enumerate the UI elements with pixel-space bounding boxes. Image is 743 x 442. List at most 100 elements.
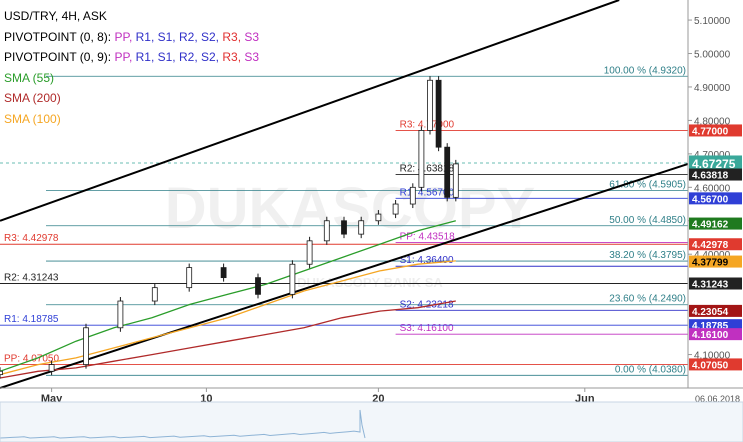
pivot-label: R1: 4.56700 (400, 187, 455, 198)
legend-title: USD/TRY, 4H, ASK (4, 9, 107, 23)
legend-pivot-8: PIVOTPOINT (0, 8): PP, R1, S1, R2, S2, R… (4, 27, 259, 48)
candle-body (358, 220, 365, 235)
candle-body (418, 130, 425, 188)
price-badge (689, 328, 742, 341)
fib-label: 38.20 % (4.3795) (609, 250, 686, 261)
y-tick-label: 5.10000 (694, 16, 731, 27)
candle-body (117, 300, 124, 329)
legend-pivot-part: R1, (132, 29, 155, 44)
legend-pivot-part: S1, (154, 50, 176, 64)
legend-pivot-8-name: PIVOTPOINT (0, 8): (4, 29, 112, 44)
price-badge-label: 4.16100 (692, 330, 729, 341)
y-tick-label: 4.90000 (694, 83, 731, 94)
sma-line (0, 260, 456, 376)
pivot-label: R2: 4.63818 (400, 164, 455, 175)
legend-pivot-9: PIVOTPOINT (0, 9): PP, R1, S1, R2, S2, R… (4, 47, 259, 68)
legend-sma-55: SMA (55) (4, 70, 55, 85)
price-badge-label: 4.49162 (692, 220, 729, 231)
price-badge-label: 4.23054 (692, 307, 729, 318)
legend-pivot-part: R1, (132, 50, 155, 64)
trend-line (0, 0, 620, 222)
fib-label: 23.60 % (4.2490) (609, 294, 686, 305)
candle-body (375, 213, 382, 222)
legend-pivot-9-name: PIVOTPOINT (0, 9): (4, 50, 112, 64)
price-badge-label: 4.63818 (692, 171, 729, 182)
fib-label: 61.80 % (4.5905) (609, 179, 686, 190)
y-tick-label: 5.00000 (694, 50, 731, 61)
price-badge (689, 155, 742, 171)
legend-pivot-part: R3, (219, 50, 242, 64)
price-badge (689, 217, 742, 230)
candle-body (341, 220, 347, 235)
legend-pivot-part: S2, (197, 29, 220, 44)
y-tick-label: 4.70000 (694, 150, 731, 161)
pivot-label: R1: 4.18785 (4, 314, 59, 325)
candle-body (435, 79, 442, 148)
sma-line (0, 300, 456, 379)
legend-pivot-part: R3, (219, 29, 242, 44)
navigator-frame (0, 401, 743, 442)
price-badge (689, 124, 742, 137)
fib-label: 100.00 % (4.9320) (604, 65, 686, 76)
legend-pivot-part: PP, (114, 50, 133, 64)
price-badge-label: 4.18785 (692, 321, 729, 332)
price-badge-label: 4.42978 (692, 240, 729, 251)
candle-body (0, 370, 3, 376)
candle-body (151, 287, 158, 302)
y-tick-label: 4.10000 (694, 351, 731, 362)
candle-body (392, 203, 399, 215)
sma-line (0, 220, 456, 372)
candle-body (83, 327, 89, 365)
legend-pivot-part: S2, (197, 50, 220, 64)
candle-body (48, 364, 55, 372)
legend-pivot-part: S3 (241, 50, 260, 64)
pivot-label: S1: 4.36400 (400, 255, 454, 266)
watermark-subtext: DUKASCOPY BANK SA (297, 275, 443, 290)
price-badge (689, 304, 742, 317)
candle-body (186, 267, 193, 289)
price-badge (689, 277, 742, 290)
pivot-label: R3: 4.77000 (400, 119, 455, 130)
pivot-label: PP: 4.43518 (400, 231, 455, 242)
pivot-label: R3: 4.42978 (4, 233, 59, 244)
legend-pivot-part: R2, (175, 50, 198, 64)
legend-sma-200: SMA (200) (4, 91, 61, 105)
price-badge-label: 4.56700 (692, 194, 729, 205)
y-tick-label: 4.80000 (694, 116, 731, 127)
y-tick-label: 4.60000 (694, 183, 731, 194)
price-badge-label: 4.67275 (692, 157, 736, 171)
candle-body (220, 267, 227, 279)
candle-body (306, 240, 313, 265)
pivot-label: PP: 4.07050 (4, 353, 59, 364)
legend: USD/TRY, 4H, ASK PIVOTPOINT (0, 8): PP, … (4, 6, 259, 129)
navigator-bg (0, 402, 743, 442)
candle-body (427, 79, 433, 131)
price-badge-label: 4.77000 (692, 126, 729, 137)
candle-body (255, 277, 261, 295)
price-badge (689, 358, 742, 371)
legend-pivot-part: S1, (154, 29, 176, 44)
legend-pivot-part: R2, (175, 29, 198, 44)
candle-body (323, 220, 330, 242)
x-corner-date: 06.06.2018 (695, 394, 740, 404)
watermark: DUKASCOPY (165, 176, 536, 241)
legend-pivot-part: S3 (241, 29, 260, 44)
candle-body (409, 186, 416, 205)
fib-label: 50.00 % (4.4850) (609, 215, 686, 226)
pivot-label: R2: 4.31243 (4, 272, 59, 283)
candle-body (444, 146, 451, 198)
pivot-label: S3: 4.16100 (400, 323, 454, 334)
legend-pivot-part: PP, (114, 29, 133, 44)
fib-label: 0.00 % (4.0380) (615, 364, 686, 375)
price-badge-label: 4.31243 (692, 279, 729, 290)
price-badge-label: 4.37799 (692, 258, 729, 269)
trend-line (0, 162, 689, 389)
candle-body (289, 263, 296, 295)
price-badge (689, 255, 742, 268)
navigator-line (0, 409, 366, 439)
price-badge-label: 4.07050 (692, 360, 729, 371)
price-badge (689, 168, 742, 181)
price-badge (689, 192, 742, 205)
